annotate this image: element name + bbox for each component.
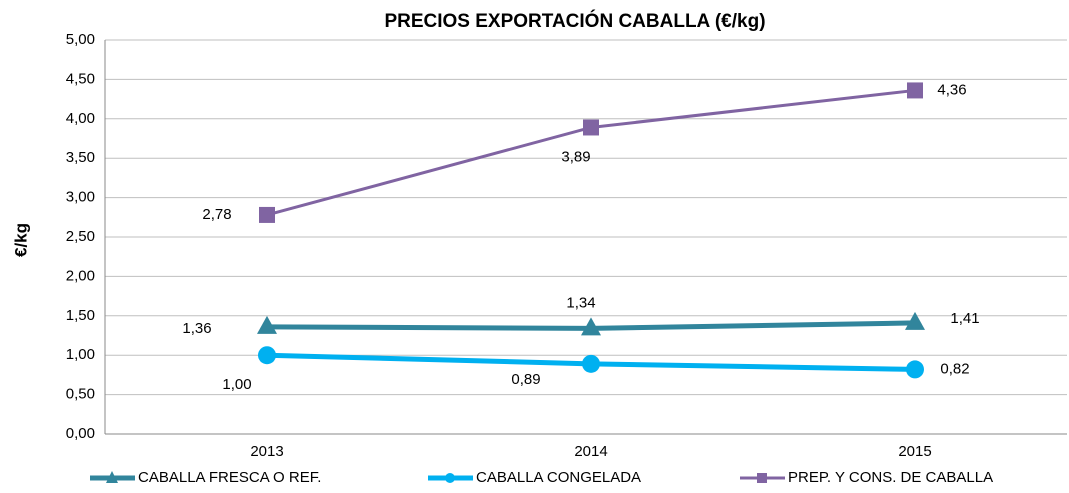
- legend-label: CABALLA CONGELADA: [476, 469, 641, 486]
- y-tick-label: 0,00: [66, 425, 95, 442]
- data-label: 4,36: [937, 81, 966, 98]
- y-tick-label: 3,00: [66, 189, 95, 206]
- data-label: 3,89: [561, 148, 590, 165]
- data-label: 2,78: [202, 206, 231, 223]
- y-tick-label: 2,50: [66, 228, 95, 245]
- chart-title: PRECIOS EXPORTACIÓN CABALLA (€/kg): [384, 10, 765, 32]
- data-label: 1,36: [182, 320, 211, 337]
- data-label: 0,82: [940, 360, 969, 377]
- data-point: [582, 354, 600, 373]
- y-tick-label: 0,50: [66, 386, 95, 403]
- y-axis-label: €/kg: [11, 223, 30, 257]
- data-point: [581, 317, 601, 336]
- data-point: [259, 206, 275, 223]
- y-tick-label: 4,50: [66, 70, 95, 87]
- x-tick-label: 2014: [574, 443, 607, 460]
- y-tick-label: 3,50: [66, 149, 95, 166]
- legend-label: PREP. Y CONS. DE CABALLA: [788, 469, 993, 486]
- y-tick-label: 2,00: [66, 267, 95, 284]
- legend-marker: [445, 473, 455, 483]
- data-point: [583, 119, 599, 136]
- data-point: [258, 346, 276, 365]
- data-point: [906, 360, 924, 379]
- legend-label: CABALLA FRESCA O REF.: [138, 469, 321, 486]
- y-tick-label: 5,00: [66, 31, 95, 48]
- data-point: [257, 315, 277, 334]
- data-label: 1,41: [950, 310, 979, 327]
- y-tick-label: 1,00: [66, 346, 95, 363]
- data-label: 1,00: [222, 376, 251, 393]
- data-point: [905, 311, 925, 330]
- legend-marker: [106, 471, 118, 483]
- data-label: 1,34: [566, 294, 595, 311]
- x-tick-label: 2013: [250, 443, 283, 460]
- data-label: 0,89: [511, 371, 540, 388]
- y-tick-label: 4,00: [66, 110, 95, 127]
- data-point: [907, 82, 923, 99]
- y-tick-label: 1,50: [66, 307, 95, 324]
- series-line: [266, 88, 916, 217]
- x-tick-label: 2015: [898, 443, 931, 460]
- legend-marker: [757, 473, 767, 483]
